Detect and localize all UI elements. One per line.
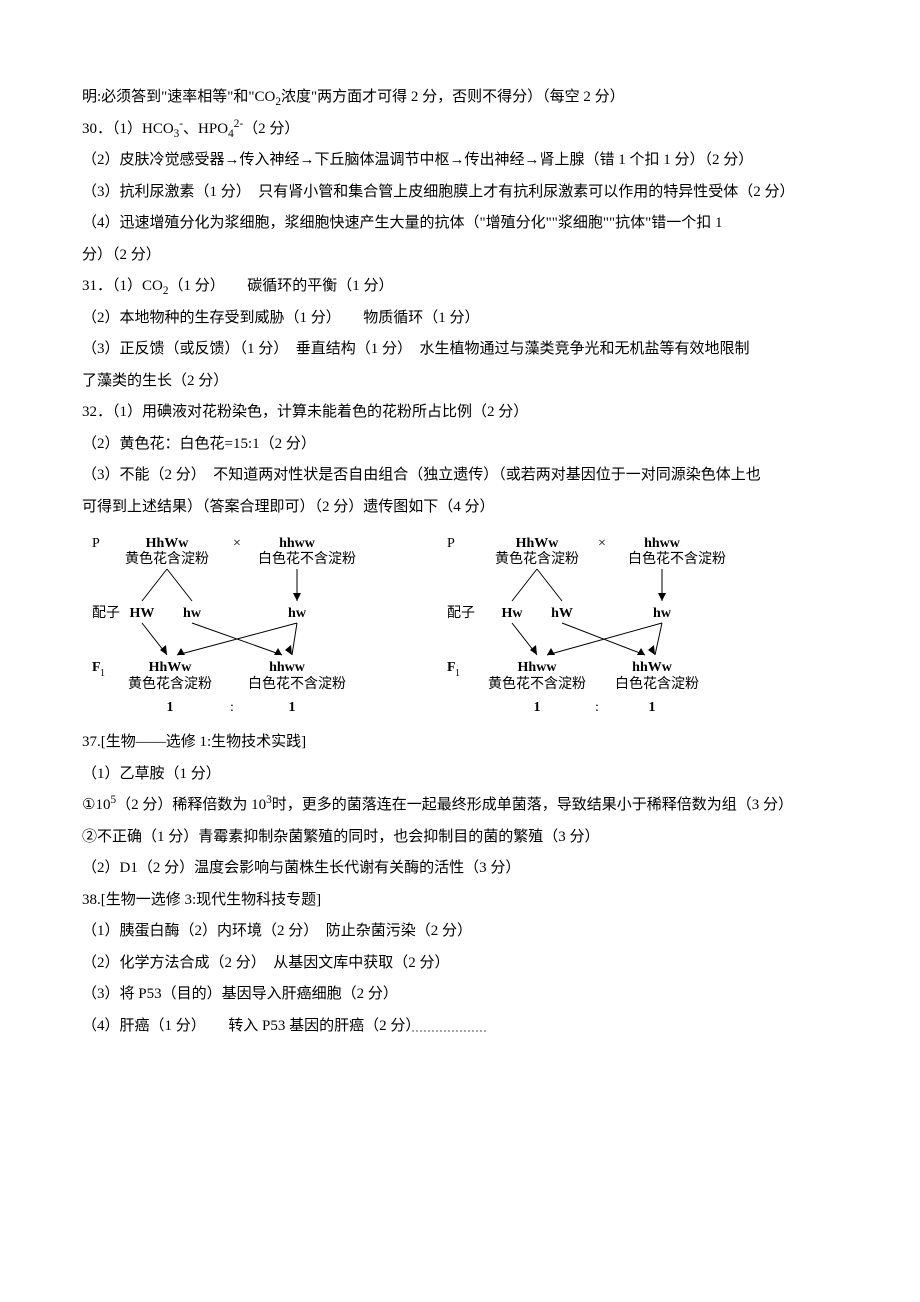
dr-a2: hW [551, 606, 573, 621]
dr-a3: hw [653, 606, 672, 621]
q31-1: 31．（1）CO2（1 分） 碳循环的平衡（1 分） [82, 271, 838, 303]
q38-1: （1）胰蛋白酶（2）内环境（2 分） 防止杂菌污染（2 分） [82, 916, 838, 948]
q37-4: （2）D1（2 分）温度会影响与菌株生长代谢有关酶的活性（3 分） [82, 853, 838, 885]
dr-x: × [598, 536, 606, 551]
dl-r2: 1 [289, 700, 296, 715]
q32-3b: 可得到上述结果）（答案合理即可）（2 分）遗传图如下（4 分） [82, 492, 838, 524]
dr-a1: Hw [502, 606, 524, 621]
q30-4b: 分）（2 分） [82, 240, 838, 272]
dr-r2: 1 [649, 700, 656, 715]
q32-1: 32．（1）用碘液对花粉染色，计算未能着色的花粉所占比例（2 分） [82, 397, 838, 429]
diagram-right-svg: P HhWw × hhww 黄色花含淀粉 白色花不含淀粉 配子 Hw hW hw… [437, 531, 757, 721]
dr-f1g1: Hhww [518, 660, 558, 675]
dotted-trail [413, 1018, 488, 1034]
q31-2: （2）本地物种的生存受到威胁（1 分） 物质循环（1 分） [82, 303, 838, 335]
q38-4: （4）肝癌（1 分） 转入 P53 基因的肝癌（2 分） [82, 1011, 838, 1043]
q37-h: 37.[生物——选修 1:生物技术实践] [82, 727, 838, 759]
dr-rc: : [595, 700, 599, 715]
diagram-left-svg: P HhWw × hhww 黄色花含淀粉 白色花不含淀粉 配子 HW hw hw [82, 531, 392, 721]
diagram-left: P HhWw × hhww 黄色花含淀粉 白色花不含淀粉 配子 HW hw hw [82, 531, 392, 721]
dr-P: P [447, 536, 455, 551]
q30-4a: （4）迅速增殖分化为浆细胞，浆细胞快速产生大量的抗体（"增殖分化""浆细胞""抗… [82, 208, 838, 240]
dl-a3: hw [288, 606, 307, 621]
dl-d2: 白色花不含淀粉 [258, 550, 356, 567]
q38-3: （3）将 P53（目的）基因导入肝癌细胞（2 分） [82, 979, 838, 1011]
q37-2: ①105（2 分）稀释倍数为 103时，更多的菌落连在一起最终形成单菌落，导致结… [82, 790, 838, 822]
dr-f1d1: 黄色花不含淀粉 [488, 675, 586, 692]
q37-2-b: （2 分）稀释倍数为 10 [116, 797, 266, 813]
dl-P: P [92, 536, 100, 551]
q38-4-text: （4）肝癌（1 分） 转入 P53 基因的肝癌（2 分） [82, 1018, 413, 1034]
dl-f1g2: hhww [269, 660, 306, 675]
q31-3b: 了藻类的生长（2 分） [82, 366, 838, 398]
q31-1-b: （1 分） 碳循环的平衡（1 分） [168, 278, 393, 294]
q37-2-a: ①10 [82, 797, 110, 813]
dr-g1: HhWw [516, 536, 560, 551]
dl-r1: 1 [167, 700, 174, 715]
dl-x: × [233, 536, 241, 551]
dl-a1: HW [130, 606, 155, 621]
dr-f1d2: 白色花含淀粉 [615, 675, 699, 692]
q30-1-a: 30．（1）HCO [82, 121, 174, 137]
dr-r1: 1 [534, 700, 541, 715]
intro-note-a: 明:必须答到"速率相等"和"CO [82, 89, 275, 105]
dl-g1: HhWw [146, 536, 190, 551]
dl-rc: : [230, 700, 234, 715]
q37-2-c: 时，更多的菌落连在一起最终形成单菌落，导致结果小于稀释倍数为组（3 分） [272, 797, 793, 813]
q30-1: 30．（1）HCO3-、HPO42-（2 分） [82, 114, 838, 146]
q30-1-c: （2 分） [243, 121, 299, 137]
q31-1-a: 31．（1）CO [82, 278, 163, 294]
dl-d1: 黄色花含淀粉 [125, 550, 209, 567]
diagram-right: P HhWw × hhww 黄色花含淀粉 白色花不含淀粉 配子 Hw hW hw… [437, 531, 757, 721]
dl-g2: hhww [279, 536, 316, 551]
q38-h: 38.[生物一选修 3:现代生物科技专题] [82, 885, 838, 917]
q37-1: （1）乙草胺（1 分） [82, 759, 838, 791]
dl-f1d1: 黄色花含淀粉 [128, 675, 212, 692]
q32-3a: （3）不能（2 分） 不知道两对性状是否自由组合（独立遗传）（或若两对基因位于一… [82, 460, 838, 492]
q30-1-b: 、HPO [183, 121, 228, 137]
dl-pz: 配子 [92, 605, 120, 621]
dr-d1: 黄色花含淀粉 [495, 550, 579, 567]
intro-note-b: 浓度"两方面才可得 2 分，否则不得分）（每空 2 分） [281, 89, 625, 105]
q30-2: （2）皮肤冷觉感受器→传入神经→下丘脑体温调节中枢→传出神经→肾上腺（错 1 个… [82, 145, 838, 177]
q31-3a: （3）正反馈（或反馈）（1 分） 垂直结构（1 分） 水生植物通过与藻类竞争光和… [82, 334, 838, 366]
dr-f1g2: hhWw [632, 660, 673, 675]
intro-note: 明:必须答到"速率相等"和"CO2浓度"两方面才可得 2 分，否则不得分）（每空… [82, 82, 838, 114]
genetics-diagrams: P HhWw × hhww 黄色花含淀粉 白色花不含淀粉 配子 HW hw hw [82, 531, 838, 721]
hpo4-sup: 2- [234, 118, 243, 130]
dl-f1g1: HhWw [149, 660, 193, 675]
dl-f1d2: 白色花不含淀粉 [248, 675, 346, 692]
dr-d2: 白色花不含淀粉 [628, 550, 726, 567]
dr-pz: 配子 [447, 605, 475, 621]
dl-a2: hw [183, 606, 202, 621]
dl-F1s: 1 [100, 668, 105, 679]
dr-F1s: 1 [455, 668, 460, 679]
q38-2: （2）化学方法合成（2 分） 从基因文库中获取（2 分） [82, 948, 838, 980]
q32-2: （2）黄色花：白色花=15:1（2 分） [82, 429, 838, 461]
q30-3: （3）抗利尿激素（1 分） 只有肾小管和集合管上皮细胞膜上才有抗利尿激素可以作用… [82, 177, 838, 209]
q37-3: ②不正确（1 分）青霉素抑制杂菌繁殖的同时，也会抑制目的菌的繁殖（3 分） [82, 822, 838, 854]
dr-g2: hhww [644, 536, 681, 551]
